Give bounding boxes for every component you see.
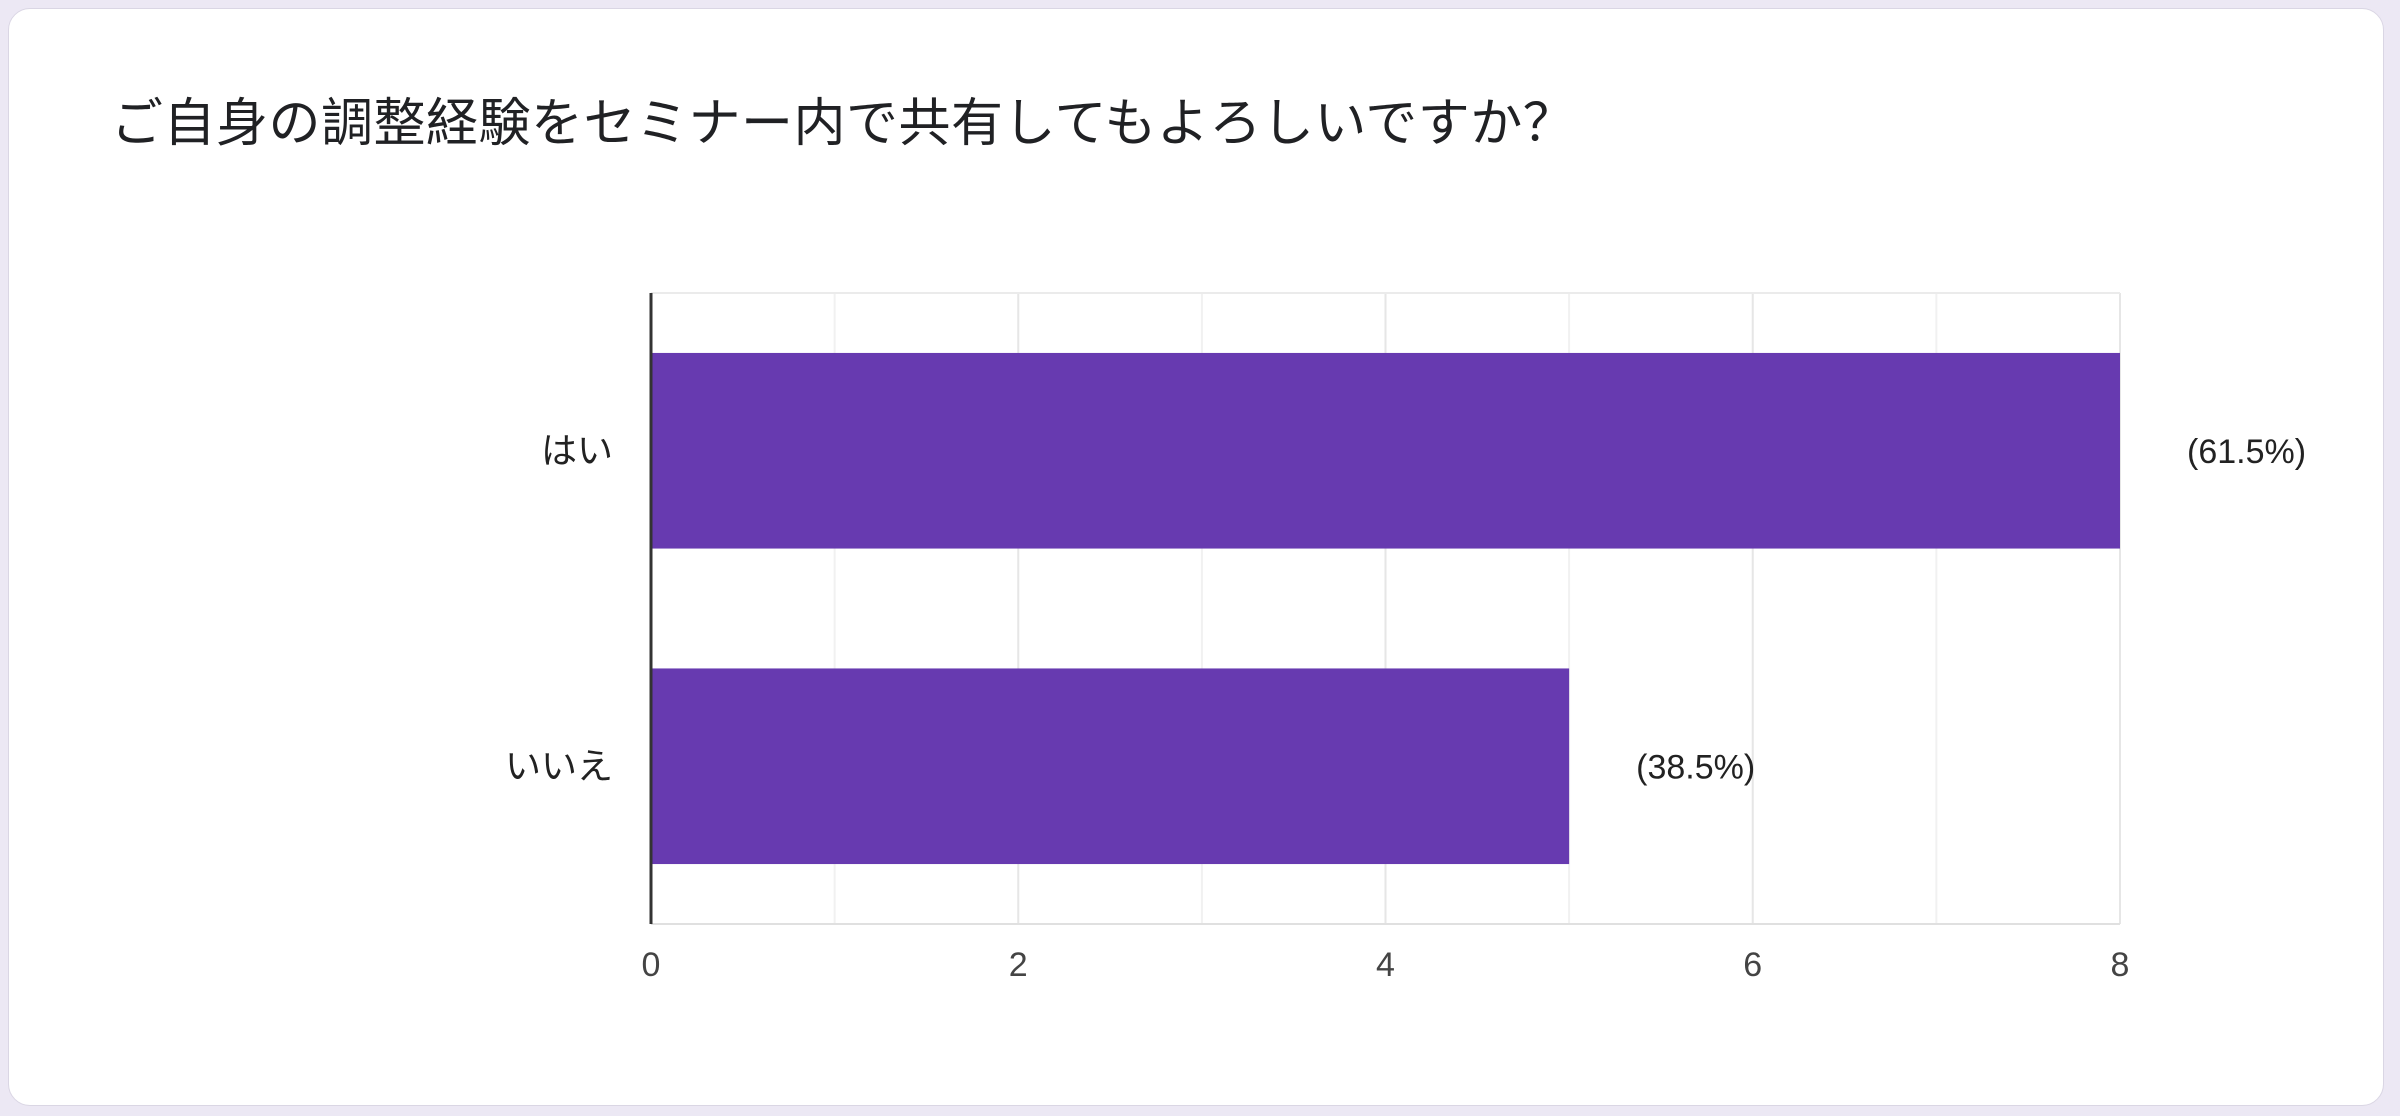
x-tick-label: 8 [2111, 946, 2130, 984]
x-tick-label: 4 [1376, 946, 1395, 984]
bar-hai[interactable] [651, 352, 2120, 549]
bar-iie[interactable] [651, 668, 1570, 865]
data-label: (61.5%) [2187, 433, 2306, 471]
x-tick-label: 0 [642, 946, 661, 984]
x-tick-label: 6 [1743, 946, 1762, 984]
data-label: (38.5%) [1636, 748, 1755, 786]
x-tick-label: 2 [1009, 946, 1028, 984]
question-title: ご自身の調整経験をセミナー内で共有してもよろしいですか？ [111, 95, 1576, 153]
category-label: はい [541, 430, 613, 471]
category-label: いいえ [505, 745, 613, 786]
